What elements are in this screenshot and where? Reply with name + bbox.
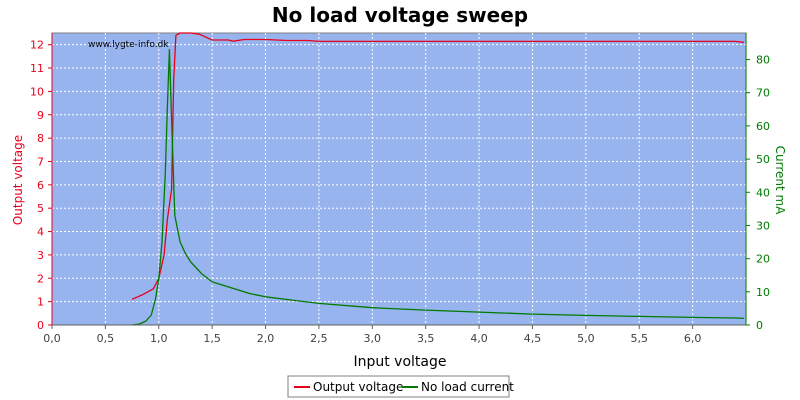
y-left-tick-label: 10 [30,85,44,98]
legend-box [287,375,510,398]
x-tick-label: 0,5 [97,332,115,345]
y-left-tick-label: 3 [37,249,44,262]
x-tick-label: 3,5 [417,332,435,345]
series-line-no-load-current [132,48,744,326]
y-left-tick-label: 5 [37,202,44,215]
x-tick-label: 3,0 [364,332,382,345]
y-left-axis-label: Output voltage [11,135,25,225]
y-right-tick-label: 0 [756,319,763,332]
y-left-tick-label: 4 [37,226,44,239]
series-line-output-voltage [131,32,744,300]
y-right-axis-label: Current mA [773,146,787,216]
watermark: www.lygte-info.dk [88,40,169,50]
legend-label-output-voltage: Output voltage [313,380,403,394]
x-tick-label: 6,0 [684,332,702,345]
y-right-tick-label: 70 [756,87,770,100]
x-tick-label: 1,0 [150,332,168,345]
y-right-tick-label: 30 [756,219,770,232]
x-tick-label: 4,0 [470,332,488,345]
y-left-tick-label: 11 [30,62,44,75]
x-tick-label: 2,5 [310,332,328,345]
y-right-tick-label: 20 [756,253,770,266]
plot-area [51,32,747,326]
x-tick-label: 0,0 [43,332,61,345]
y-right-axis: 0 10 20 30 40 50 60 70 80 [746,54,770,332]
legend-label-no-load-current: No load current [421,380,514,394]
y-left-tick-label: 12 [30,39,44,52]
y-left-tick-label: 6 [37,179,44,192]
y-left-tick-label: 2 [37,272,44,285]
y-left-tick-label: 8 [37,132,44,145]
y-right-tick-label: 10 [756,286,770,299]
x-axis: 0,0 0,5 1,0 1,5 2,0 2,5 3,0 3,5 4,0 4,5 5,0 5,5 6,0 [43,325,701,345]
y-left-tick-label: 0 [37,319,44,332]
grid [51,33,746,326]
x-tick-label: 4,5 [524,332,542,345]
x-tick-label: 2,0 [257,332,275,345]
legend: Output voltage No load current [287,375,514,398]
y-left-tick-label: 7 [37,155,44,168]
x-tick-label: 1,5 [203,332,221,345]
y-left-tick-label: 1 [37,296,44,309]
y-right-tick-label: 50 [756,153,770,166]
y-right-tick-label: 40 [756,186,770,199]
series-layer [131,32,744,326]
y-right-tick-label: 60 [756,120,770,133]
chart-title: No load voltage sweep [272,3,528,27]
x-tick-label: 5,0 [577,332,595,345]
x-axis-label: Input voltage [353,354,446,370]
x-tick-label: 5,5 [630,332,648,345]
y-right-tick-label: 80 [756,54,770,67]
y-left-tick-label: 9 [37,109,44,122]
